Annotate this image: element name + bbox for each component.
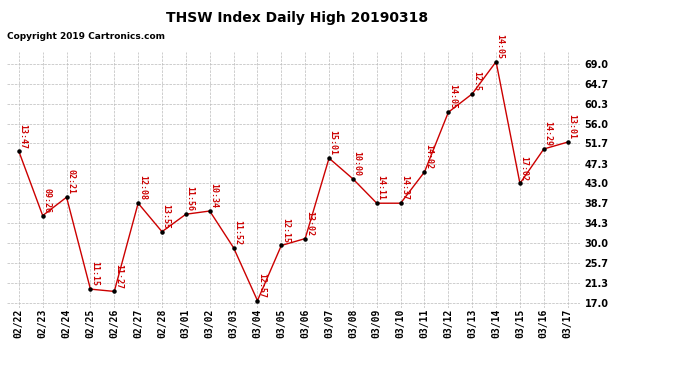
Point [299, 236, 310, 242]
Point [419, 169, 430, 175]
Text: 13:01: 13:01 [567, 114, 576, 140]
Text: THSW Index Daily High 20190318: THSW Index Daily High 20190318 [166, 11, 428, 25]
Text: 11:52: 11:52 [233, 220, 242, 245]
Point [157, 229, 168, 235]
Point [180, 211, 191, 217]
Point [395, 200, 406, 206]
Point [109, 288, 120, 294]
Text: 12:15: 12:15 [281, 218, 290, 243]
Text: 12:5: 12:5 [472, 71, 481, 91]
Point [347, 176, 358, 182]
Text: 10:00: 10:00 [353, 151, 362, 176]
Point [443, 109, 454, 115]
Point [276, 243, 287, 249]
Point [85, 286, 96, 292]
Text: 09:26: 09:26 [42, 188, 51, 213]
Point [371, 200, 382, 206]
Text: 02:21: 02:21 [66, 170, 75, 195]
Point [61, 194, 72, 200]
Point [252, 298, 263, 304]
Text: 14:29: 14:29 [544, 121, 553, 146]
Text: 11:56: 11:56 [186, 186, 195, 211]
Point [204, 208, 215, 214]
Text: 12:08: 12:08 [138, 176, 147, 200]
Text: 11:27: 11:27 [114, 264, 123, 289]
Text: 14:05: 14:05 [448, 84, 457, 109]
Point [37, 213, 48, 219]
Point [538, 146, 549, 152]
Point [562, 139, 573, 145]
Text: 17:02: 17:02 [520, 156, 529, 181]
Text: 14:02: 14:02 [424, 144, 433, 169]
Point [515, 180, 526, 186]
Text: 14:37: 14:37 [400, 176, 409, 200]
Point [132, 200, 144, 206]
Text: Copyright 2019 Cartronics.com: Copyright 2019 Cartronics.com [7, 32, 165, 41]
Point [324, 155, 335, 161]
Point [228, 245, 239, 251]
Text: 13:55: 13:55 [161, 204, 170, 229]
Text: 15:01: 15:01 [328, 130, 337, 155]
Text: 12:57: 12:57 [257, 273, 266, 298]
Text: 11:15: 11:15 [90, 261, 99, 286]
Text: THSW  (°F): THSW (°F) [602, 24, 664, 33]
Point [491, 59, 502, 65]
Point [466, 91, 477, 97]
Text: 13:02: 13:02 [305, 211, 314, 236]
Text: 10:34: 10:34 [209, 183, 219, 208]
Point [13, 148, 24, 154]
Text: 14:05: 14:05 [495, 34, 505, 59]
Text: 14:11: 14:11 [377, 176, 386, 200]
Text: 13:47: 13:47 [19, 123, 28, 148]
